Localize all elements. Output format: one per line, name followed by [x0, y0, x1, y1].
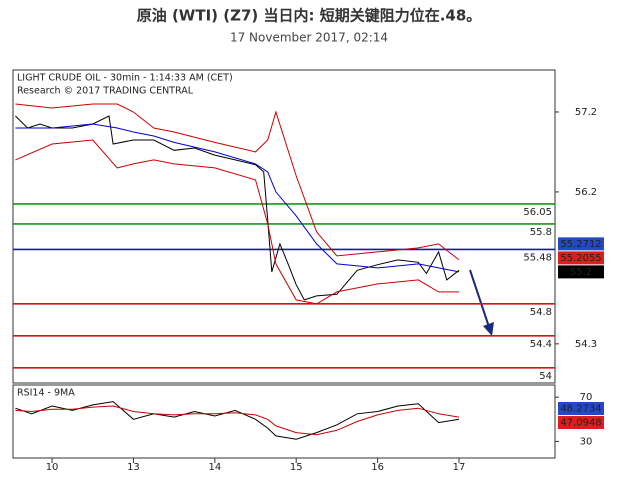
y-tick-label: 70 [580, 392, 593, 403]
x-tick-label: 10 [46, 462, 59, 473]
series-line [15, 405, 460, 436]
y-tick-label: 57.2 [575, 107, 597, 118]
series-line [15, 139, 459, 305]
x-tick-label: 15 [290, 462, 303, 473]
price-tag [558, 402, 604, 416]
x-tick-label: 17 [453, 462, 466, 473]
price-tag [558, 251, 604, 265]
level-label: 56.05 [523, 207, 552, 218]
price-tag-label: 47.0948 [560, 418, 601, 429]
y-tick-label: 54.3 [575, 339, 597, 350]
price-tag [558, 237, 604, 251]
level-label: 55.48 [523, 252, 552, 263]
price-tag [558, 265, 604, 279]
price-tag-label: 55.2055 [560, 253, 601, 264]
chart-subtitle: 17 November 2017, 02:14 [230, 31, 388, 45]
series-line [15, 103, 460, 261]
rsi-label: RSI14 - 9MA [17, 388, 75, 399]
level-label: 54 [539, 371, 552, 382]
y-tick-label: 56.2 [575, 187, 597, 198]
price-tag [558, 416, 604, 430]
chart-annotation: LIGHT CRUDE OIL - 30min - 1:14:33 AM (CE… [17, 73, 233, 84]
level-label: 54.8 [530, 307, 552, 318]
series-line [15, 115, 460, 301]
level-label: 55.8 [530, 227, 552, 238]
series-line [15, 123, 460, 273]
price-tag-label: 48.2734 [560, 404, 601, 415]
chart-annotation: Research © 2017 TRADING CENTRAL [17, 86, 194, 97]
y-tick-label: 30 [580, 436, 593, 447]
price-tag-label: 55.2712 [560, 239, 601, 250]
x-tick-label: 16 [371, 462, 384, 473]
rsi-panel [12, 384, 556, 459]
chart-title: 原油 (WTI) (Z7) 当日内: 短期关键阻力位在.48。 [137, 7, 482, 25]
x-tick-label: 14 [208, 462, 221, 473]
price-panel [12, 69, 556, 384]
arrow [469, 269, 491, 331]
series-line [15, 401, 460, 440]
level-label: 54.4 [530, 339, 552, 350]
price-tag-label: 55.2 [570, 267, 592, 278]
x-tick-label: 13 [127, 462, 140, 473]
arrow-head [483, 322, 494, 336]
